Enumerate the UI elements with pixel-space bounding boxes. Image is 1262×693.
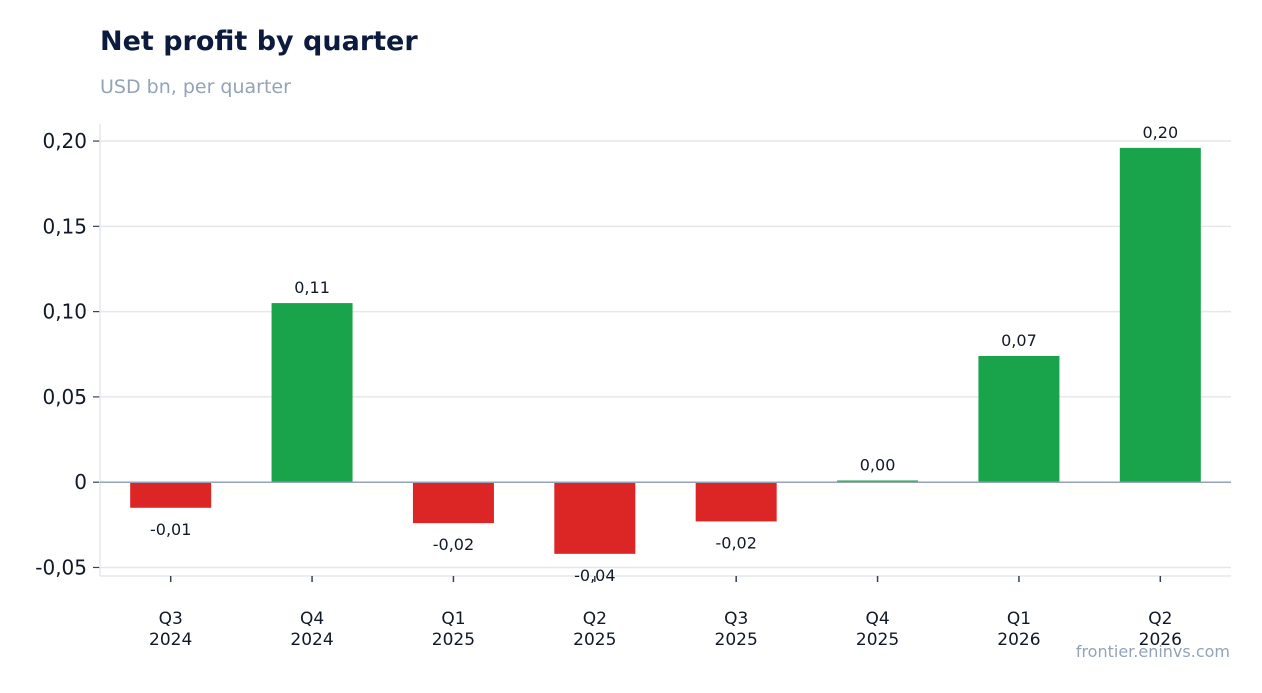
data-label: 0,07 xyxy=(1001,331,1037,350)
x-tick-label: Q1 2025 xyxy=(432,609,475,650)
bar xyxy=(412,482,494,524)
chart-title: Net profit by quarter xyxy=(100,26,418,57)
data-label: -0,04 xyxy=(574,566,615,585)
y-tick-label: 0,20 xyxy=(42,129,87,153)
bar xyxy=(130,482,212,508)
y-tick-label: 0,10 xyxy=(42,300,87,324)
data-label: -0,01 xyxy=(150,520,191,539)
data-label: -0,02 xyxy=(433,535,474,554)
data-label: 0,20 xyxy=(1143,123,1179,142)
source-credit: frontier.eninvs.com xyxy=(1075,642,1230,661)
x-tick-label: Q4 2025 xyxy=(856,609,899,650)
bar xyxy=(978,355,1060,483)
x-tick-label: Q2 2026 xyxy=(1139,609,1182,650)
bar xyxy=(554,482,636,554)
data-label: -0,02 xyxy=(715,533,756,552)
x-tick-label: Q3 2024 xyxy=(149,609,192,650)
data-label: 0,11 xyxy=(294,278,330,297)
y-tick-label: 0,15 xyxy=(42,214,87,238)
bar xyxy=(837,480,919,483)
y-tick-label: 0,05 xyxy=(42,385,87,409)
x-tick-label: Q2 2025 xyxy=(573,609,616,650)
y-tick-label: 0 xyxy=(74,470,87,494)
x-tick-label: Q3 2025 xyxy=(715,609,758,650)
bar xyxy=(271,303,353,483)
x-tick-label: Q1 2026 xyxy=(997,609,1040,650)
chart-subtitle: USD bn, per quarter xyxy=(100,76,291,98)
x-tick-label: Q4 2024 xyxy=(290,609,333,650)
bar xyxy=(1119,147,1201,483)
data-label: 0,00 xyxy=(860,455,896,474)
y-tick-label: -0,05 xyxy=(35,555,87,579)
bar xyxy=(695,482,777,522)
